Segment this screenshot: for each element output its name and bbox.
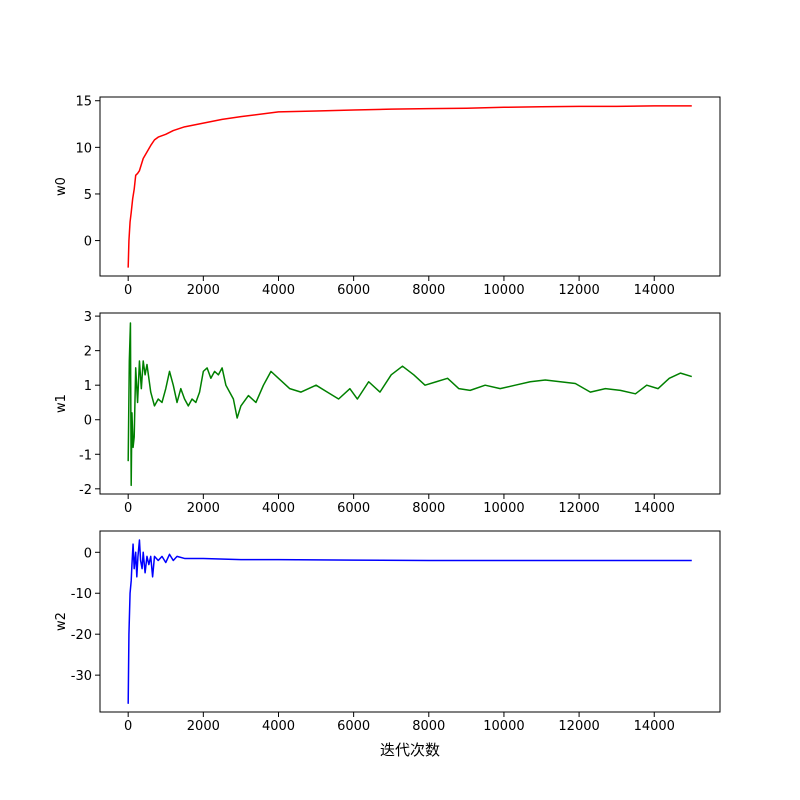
- y-tick-label: 2: [84, 345, 92, 360]
- y-axis-label: w1: [54, 394, 69, 413]
- y-tick-label: 10: [75, 141, 92, 156]
- x-tick-label: 10000: [483, 283, 524, 298]
- y-axis-label: w2: [54, 612, 69, 631]
- x-tick-label: 4000: [262, 283, 295, 298]
- y-tick-label: 0: [84, 546, 92, 561]
- y-tick-label: 3: [84, 310, 92, 325]
- x-tick-label: 12000: [558, 719, 599, 734]
- x-tick-label: 14000: [634, 501, 675, 516]
- x-tick-label: 4000: [262, 719, 295, 734]
- y-tick-label: 0: [84, 414, 92, 429]
- y-tick-label: 0: [84, 235, 92, 250]
- x-tick-label: 10000: [483, 719, 524, 734]
- y-tick-label: -20: [71, 628, 92, 643]
- axes-frame: [99, 530, 721, 713]
- x-tick-label: 14000: [634, 719, 675, 734]
- y-axis-label: w0: [54, 177, 69, 196]
- x-tick-label: 10000: [483, 501, 524, 516]
- x-tick-label: 2000: [187, 283, 220, 298]
- x-tick-label: 12000: [558, 501, 599, 516]
- y-tick-label: -10: [71, 587, 92, 602]
- data-line: [127, 322, 693, 487]
- y-tick-label: -2: [79, 483, 92, 498]
- x-tick-label: 6000: [337, 719, 370, 734]
- x-tick-label: 8000: [412, 719, 445, 734]
- x-tick-label: 6000: [337, 501, 370, 516]
- x-tick-label: 0: [124, 283, 132, 298]
- y-tick-label: 5: [84, 188, 92, 203]
- axes-frame: [99, 312, 721, 495]
- y-tick-label: 15: [75, 95, 92, 110]
- y-tick-label: 1: [84, 379, 92, 394]
- x-tick-label: 14000: [634, 283, 675, 298]
- x-tick-label: 4000: [262, 501, 295, 516]
- x-axis-label: 迭代次数: [380, 741, 440, 759]
- y-tick-label: -30: [71, 669, 92, 684]
- data-line: [127, 105, 692, 268]
- x-tick-label: 0: [124, 501, 132, 516]
- x-tick-label: 6000: [337, 283, 370, 298]
- x-tick-label: 8000: [412, 501, 445, 516]
- data-line: [127, 539, 692, 704]
- x-tick-label: 8000: [412, 283, 445, 298]
- x-tick-label: 12000: [558, 283, 599, 298]
- x-tick-label: 2000: [187, 501, 220, 516]
- x-tick-label: 0: [124, 719, 132, 734]
- axes-frame: [99, 96, 721, 277]
- x-tick-label: 2000: [187, 719, 220, 734]
- y-tick-label: -1: [79, 448, 92, 463]
